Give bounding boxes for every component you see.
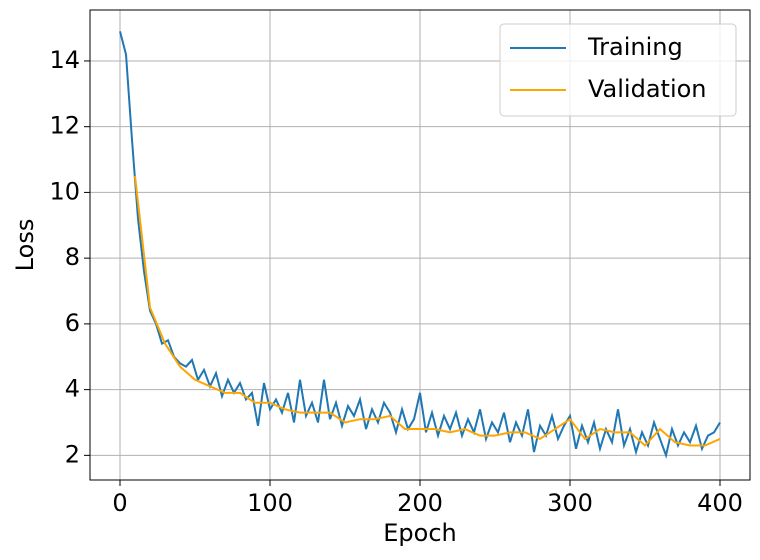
x-axis-label: Epoch [383, 519, 457, 547]
x-tick-label: 0 [112, 489, 127, 517]
x-tick-label: 100 [247, 489, 293, 517]
y-tick-label: 6 [65, 309, 80, 337]
data-line [134, 175, 721, 447]
legend-label: Training [587, 33, 683, 61]
legend-label: Validation [588, 75, 707, 103]
y-tick-label: 12 [49, 112, 80, 140]
y-tick-label: 2 [65, 440, 80, 468]
y-tick-label: 10 [49, 177, 80, 205]
y-tick-label: 14 [49, 46, 80, 74]
x-tick-label: 200 [397, 489, 443, 517]
y-tick-label: 8 [65, 243, 80, 271]
x-tick-label: 300 [547, 489, 593, 517]
x-tick-label: 400 [697, 489, 743, 517]
plot-frame [89, 9, 751, 481]
y-axis-label: Loss [11, 219, 39, 272]
y-tick-label: 4 [65, 375, 80, 403]
data-line [119, 31, 721, 459]
